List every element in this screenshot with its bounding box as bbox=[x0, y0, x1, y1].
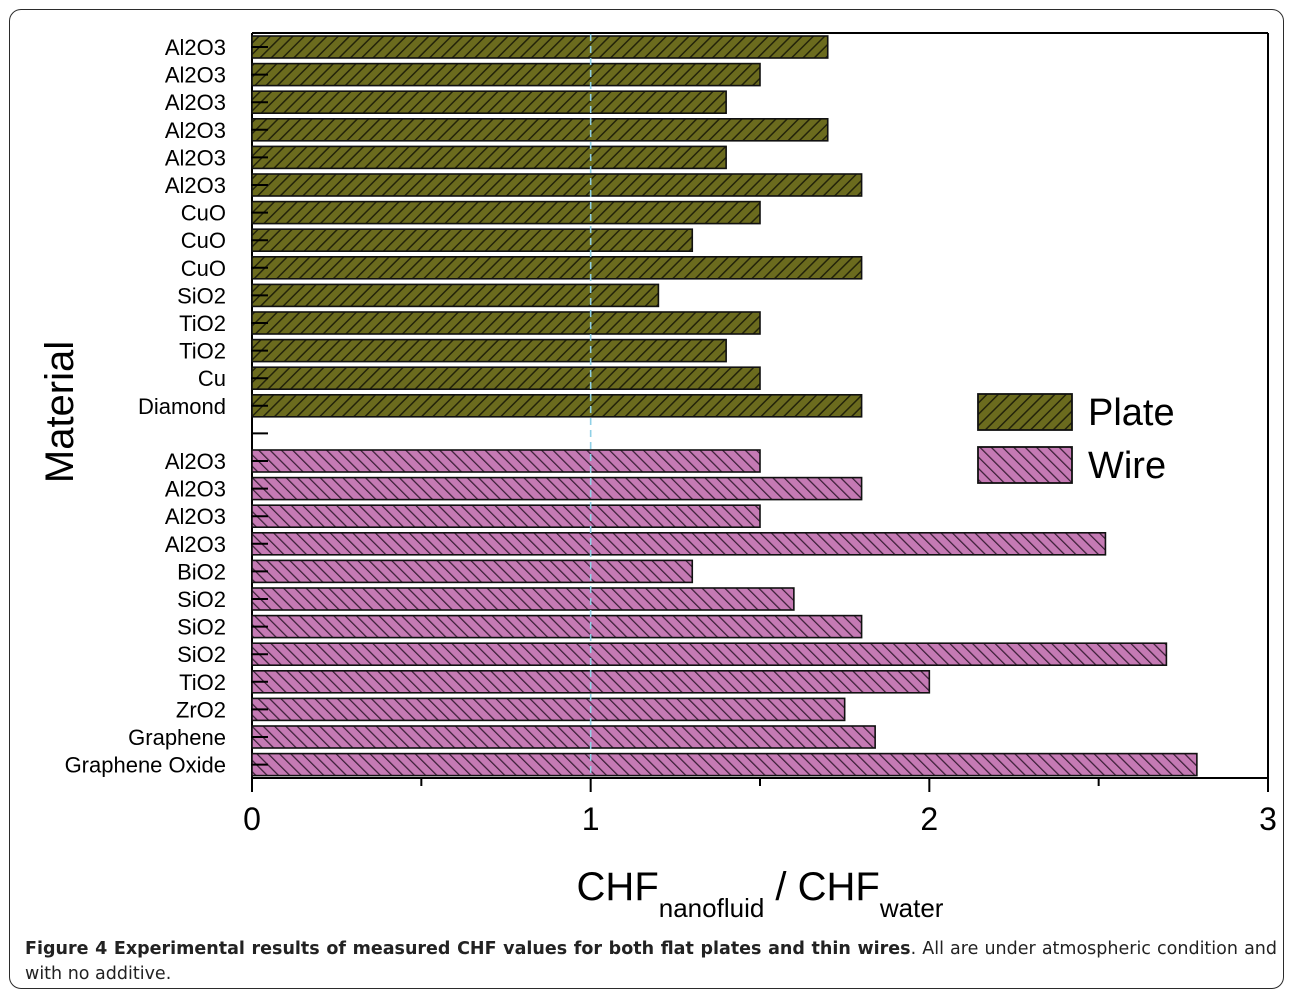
legend-swatch-plate bbox=[977, 393, 1073, 431]
bar-wire-1 bbox=[251, 476, 863, 501]
svg-text:CHFnanofluid / CHFwater: CHFnanofluid / CHFwater bbox=[577, 865, 944, 923]
x-tick-label: 2 bbox=[920, 801, 938, 837]
bar-plate-12 bbox=[251, 366, 761, 391]
y-tick-label: Al2O3 bbox=[165, 35, 226, 60]
x-axis-label-main: CHF bbox=[577, 865, 659, 909]
bar-wire-9 bbox=[251, 697, 846, 722]
y-tick-label: CuO bbox=[181, 201, 226, 226]
legend-label-plate: Plate bbox=[1088, 392, 1175, 434]
y-tick-label: Graphene bbox=[128, 725, 226, 750]
x-axis-label: CHFnanofluid / CHFwater bbox=[577, 865, 944, 923]
y-tick-label: SiO2 bbox=[177, 642, 226, 667]
y-tick-label: Al2O3 bbox=[165, 145, 226, 170]
bar-plate-9 bbox=[251, 283, 660, 308]
bar-wire-10 bbox=[251, 725, 876, 749]
legend-label-wire: Wire bbox=[1088, 445, 1166, 487]
x-tick-label: 3 bbox=[1259, 801, 1277, 837]
y-tick-label: Al2O3 bbox=[165, 532, 226, 557]
y-tick-label: TiO2 bbox=[179, 339, 226, 364]
y-tick-label: Al2O3 bbox=[165, 504, 226, 529]
bar-wire-7 bbox=[251, 642, 1168, 667]
x-tick-label: 1 bbox=[582, 801, 600, 837]
bar-plate-2 bbox=[251, 90, 727, 114]
bar-plate-13 bbox=[251, 393, 863, 418]
figure-caption: Figure 4 Experimental results of measure… bbox=[25, 937, 1277, 987]
y-tick-label: Al2O3 bbox=[165, 173, 226, 198]
y-tick-label: TiO2 bbox=[179, 670, 226, 695]
bar-plate-3 bbox=[251, 118, 829, 142]
y-tick-label: Al2O3 bbox=[165, 63, 226, 88]
y-tick-label: SiO2 bbox=[177, 283, 226, 308]
bar-plate-4 bbox=[251, 145, 727, 170]
y-tick-label: TiO2 bbox=[179, 311, 226, 336]
y-tick-label: SiO2 bbox=[177, 615, 226, 640]
bar-plate-5 bbox=[251, 173, 863, 197]
bar-plate-8 bbox=[251, 255, 863, 280]
bar-wire-4 bbox=[251, 559, 694, 584]
bar-plate-0 bbox=[251, 35, 829, 59]
bar-plate-10 bbox=[251, 311, 761, 335]
bar-wire-0 bbox=[251, 449, 761, 473]
y-tick-label: Al2O3 bbox=[165, 118, 226, 143]
legend-swatch-wire bbox=[977, 446, 1073, 484]
y-tick-label: CuO bbox=[181, 256, 226, 281]
y-tick-label: Al2O3 bbox=[165, 477, 226, 502]
caption-text: . All are under atmospheric condition an… bbox=[25, 939, 1277, 984]
x-axis-label-sub-nanofluid: nanofluid bbox=[659, 893, 765, 923]
y-tick-label: ZrO2 bbox=[176, 697, 226, 722]
y-tick-label: CuO bbox=[181, 228, 226, 253]
y-tick-label: Al2O3 bbox=[165, 90, 226, 115]
y-axis-label: Material bbox=[38, 341, 82, 483]
y-tick-label: Cu bbox=[198, 366, 226, 391]
x-axis-label-separator: / CHF bbox=[764, 865, 880, 909]
y-tick-label: Graphene Oxide bbox=[65, 753, 226, 778]
x-tick-label: 0 bbox=[243, 801, 261, 837]
bar-plate-1 bbox=[251, 62, 761, 87]
bar-wire-2 bbox=[251, 504, 761, 529]
bar-wire-6 bbox=[251, 614, 863, 639]
bar-wire-5 bbox=[251, 587, 795, 611]
bar-wire-3 bbox=[251, 531, 1107, 556]
bar-chart: Al2O3Al2O3Al2O3Al2O3Al2O3Al2O3CuOCuOCuOS… bbox=[38, 32, 1277, 923]
bar-plate-11 bbox=[251, 338, 727, 363]
y-tick-label: SiO2 bbox=[177, 587, 226, 612]
y-tick-label: Diamond bbox=[138, 394, 226, 419]
y-tick-label: Al2O3 bbox=[165, 449, 226, 474]
caption-title: Figure 4 Experimental results of measure… bbox=[25, 939, 911, 959]
x-axis-label-sub-water: water bbox=[879, 893, 944, 923]
y-tick-label: BiO2 bbox=[177, 559, 226, 584]
bar-wire-11 bbox=[251, 752, 1198, 777]
bar-plate-6 bbox=[251, 200, 761, 225]
bar-plate-7 bbox=[251, 228, 694, 252]
